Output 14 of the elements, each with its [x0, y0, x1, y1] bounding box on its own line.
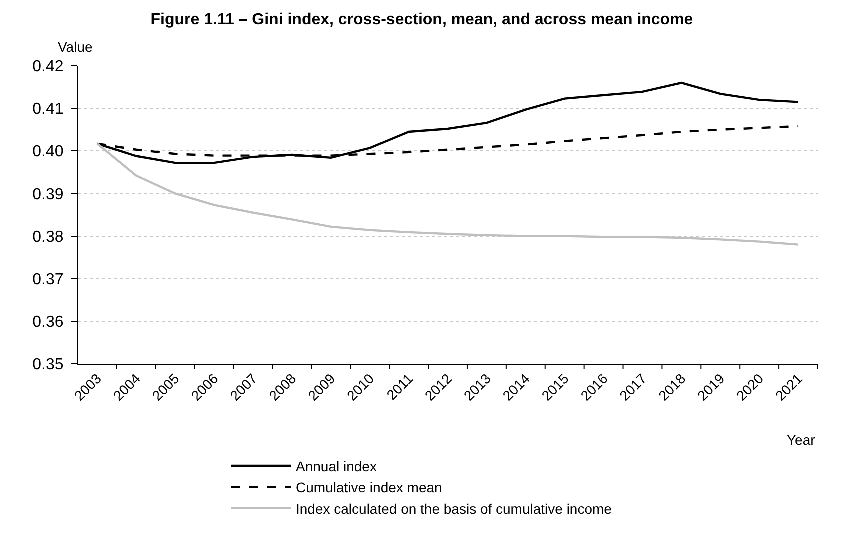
y-axis-title: Value: [58, 39, 93, 55]
legend-label: Cumulative index mean: [296, 480, 442, 496]
x-axis-title: Year: [787, 432, 816, 448]
y-tick-label: 0.39: [32, 186, 64, 204]
legend-label: Annual index: [296, 458, 377, 474]
chart-title: Figure 1.11 – Gini index, cross-section, mean, and across mean income: [150, 12, 694, 29]
y-tick-label: 0.36: [32, 314, 64, 332]
y-tick-label: 0.38: [32, 228, 64, 246]
legend-label: Index calculated on the basis of cumulative income: [296, 500, 612, 517]
y-tick-label: 0.40: [32, 144, 64, 161]
y-tick-label: 0.35: [32, 356, 64, 374]
y-tick-label: 0.42: [32, 58, 64, 76]
y-tick-label: 0.41: [32, 101, 64, 118]
y-tick-label: 0.37: [32, 271, 64, 288]
